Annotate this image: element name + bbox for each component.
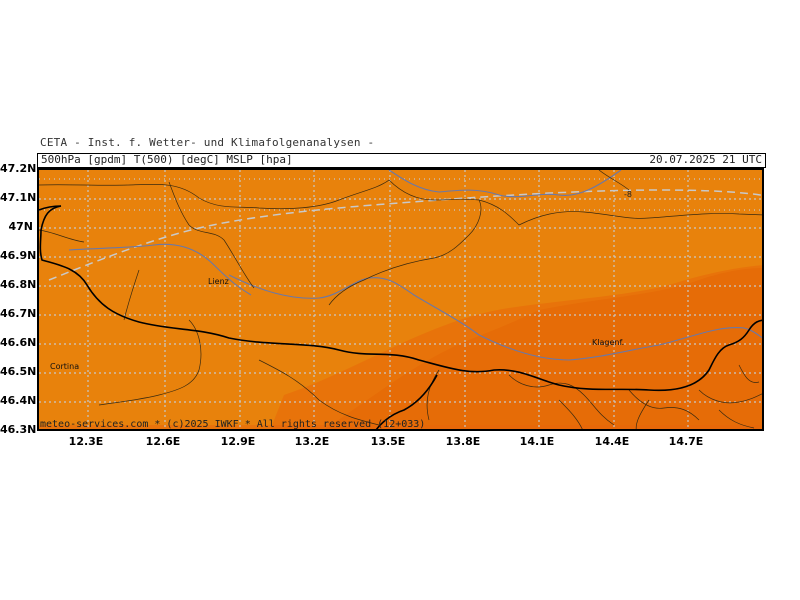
- copyright-notice: meteo-services.com * (c)2025 IWKF * All …: [40, 419, 426, 430]
- lat-label: 46.3N: [0, 423, 37, 436]
- lon-label: 14.4E: [594, 435, 630, 448]
- lon-label: 12.6E: [145, 435, 181, 448]
- map-title: CETA - Inst. f. Wetter- und Klimafolgena…: [40, 136, 375, 149]
- national-border: [39, 205, 762, 392]
- lat-label: 46.9N: [0, 249, 37, 262]
- national-border-nw: [39, 205, 62, 211]
- pressure-marker: -8: [624, 190, 632, 199]
- lat-label: 46.8N: [0, 278, 37, 291]
- lon-label: 13.2E: [294, 435, 330, 448]
- city-label-cortina: Cortina: [50, 362, 80, 371]
- lat-label: 47N: [8, 220, 33, 233]
- geopotential-contour: [48, 189, 762, 281]
- temperature-band-edge: [39, 425, 762, 429]
- map-canvas: [39, 170, 762, 429]
- lon-label: 12.3E: [68, 435, 104, 448]
- lat-label: 46.6N: [0, 336, 37, 349]
- map-subtitle-bar: 500hPa [gpdm] T(500) [degC] MSLP [hpa] 2…: [37, 153, 766, 168]
- rivers: [68, 170, 762, 361]
- valid-time: 20.07.2025 21 UTC: [649, 153, 762, 166]
- lon-label: 13.8E: [445, 435, 481, 448]
- lon-label: 12.9E: [220, 435, 256, 448]
- national-border-south: [375, 374, 438, 429]
- lat-label: 46.5N: [0, 365, 37, 378]
- lon-label: 14.1E: [519, 435, 555, 448]
- field-description: 500hPa [gpdm] T(500) [degC] MSLP [hpa]: [41, 153, 293, 166]
- lat-label: 47.2N: [0, 162, 37, 175]
- city-label-lienz: Lienz: [208, 277, 229, 286]
- lon-label: 14.7E: [668, 435, 704, 448]
- city-label-klagenfurt: Klagenf.: [592, 338, 625, 347]
- lat-label: 47.1N: [0, 191, 37, 204]
- regional-borders: [39, 170, 762, 429]
- graticule: [39, 170, 762, 429]
- lat-label: 46.7N: [0, 307, 37, 320]
- map-area[interactable]: [37, 168, 764, 431]
- lat-label: 46.4N: [0, 394, 37, 407]
- lon-label: 13.5E: [370, 435, 406, 448]
- temperature-band-warmest: [324, 268, 762, 429]
